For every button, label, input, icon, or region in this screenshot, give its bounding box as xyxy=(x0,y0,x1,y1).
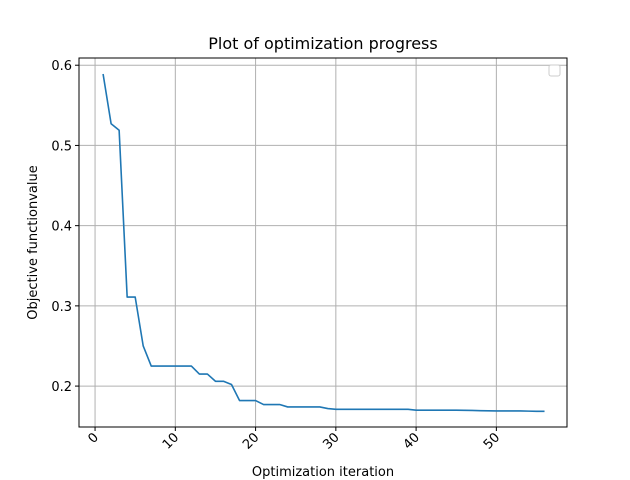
y-tick-label: 0.6 xyxy=(51,59,72,74)
y-tick-label: 0.2 xyxy=(51,380,72,395)
series-line-group xyxy=(102,73,545,413)
y-axis-label: Objective functionvalue xyxy=(26,165,41,319)
grid xyxy=(79,58,567,427)
y-tick-label: 0.5 xyxy=(51,139,72,154)
x-axis-label: Optimization iteration xyxy=(252,465,394,480)
y-axis-ticks: 0.2 0.3 0.4 0.5 0.6 xyxy=(51,59,79,395)
y-tick-label: 0.4 xyxy=(51,220,72,235)
chart-title: Plot of optimization progress xyxy=(208,34,437,53)
plot-area-frame xyxy=(78,57,568,428)
legend xyxy=(548,64,561,77)
series-line xyxy=(102,73,545,413)
y-tick-label: 0.3 xyxy=(51,300,72,315)
legend-box xyxy=(548,64,561,77)
